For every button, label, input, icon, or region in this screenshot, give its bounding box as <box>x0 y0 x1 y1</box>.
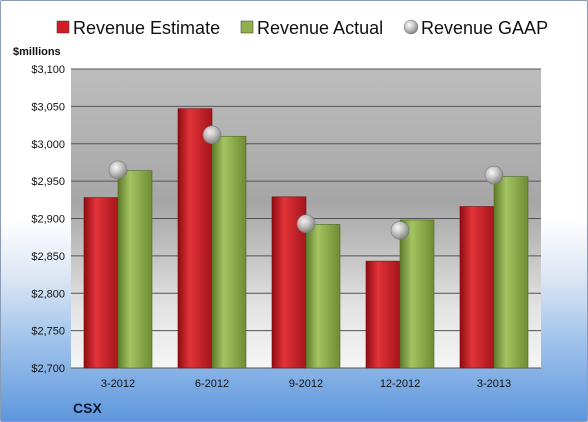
y-tick-label: $3,100 <box>31 64 65 76</box>
legend: Revenue Estimate Revenue Actual Revenue GA… <box>56 18 548 38</box>
y-axis-ticks: $2,700 $2,750 $2,800 $2,850 $2,900 $2,950 $3,0… <box>31 64 65 375</box>
bar-revenue-estimate <box>459 206 495 369</box>
y-tick-label: $2,850 <box>31 251 65 263</box>
marker-revenue-gaap <box>202 125 222 145</box>
y-tick-label: $3,050 <box>31 101 65 113</box>
bar-revenue-estimate <box>365 260 401 369</box>
bar-revenue-estimate <box>83 197 119 369</box>
legend-swatch <box>56 20 70 34</box>
y-tick-label: $2,800 <box>31 288 65 300</box>
x-tick-label: 12-2012 <box>380 378 420 390</box>
bar-revenue-actual <box>211 135 247 369</box>
legend-label: Revenue Estimate <box>73 18 220 38</box>
y-tick-label: $3,000 <box>31 139 65 151</box>
gaap-markers <box>108 125 504 240</box>
marker-revenue-gaap <box>108 160 128 180</box>
x-tick-label: 3-2012 <box>101 378 135 390</box>
company-ticker: CSX <box>73 400 102 416</box>
legend-swatch <box>240 20 254 34</box>
bar-revenue-actual <box>493 176 529 369</box>
y-tick-label: $2,750 <box>31 326 65 338</box>
y-axis-unit-label: $millions <box>13 46 61 58</box>
marker-revenue-gaap <box>390 221 410 240</box>
y-tick-label: $2,700 <box>31 363 65 375</box>
bars <box>83 108 529 369</box>
legend-label: Revenue Actual <box>257 18 383 38</box>
marker-revenue-gaap <box>296 214 316 234</box>
x-tick-label: 9-2012 <box>289 378 323 390</box>
bar-revenue-actual <box>399 219 435 369</box>
x-tick-label: 3-2013 <box>477 378 511 390</box>
marker-revenue-gaap <box>484 165 504 185</box>
x-axis-ticks: 3-2012 6-2012 9-2012 12-2012 3-2013 <box>101 378 511 390</box>
x-tick-label: 6-2012 <box>195 378 229 390</box>
bar-revenue-estimate <box>177 108 213 369</box>
y-tick-label: $2,900 <box>31 214 65 226</box>
legend-label: Revenue GAAP <box>421 18 548 38</box>
legend-swatch <box>403 19 419 35</box>
y-tick-label: $2,950 <box>31 176 65 188</box>
bar-revenue-actual <box>117 170 153 369</box>
bar-revenue-actual <box>305 224 341 369</box>
